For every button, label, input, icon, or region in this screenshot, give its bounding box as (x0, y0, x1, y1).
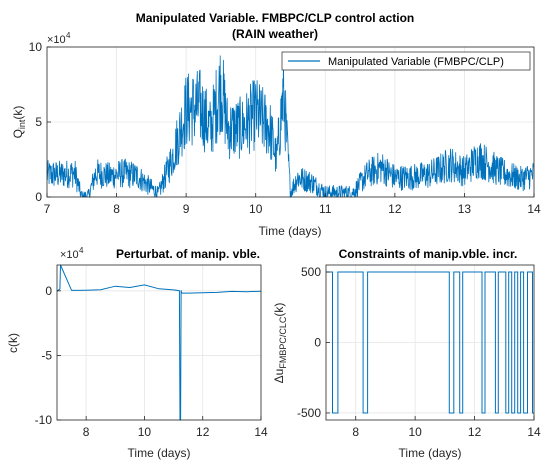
top-chart-exponent: 4 (66, 31, 71, 40)
bottom-right-chart-gridlines (326, 265, 535, 420)
x-tick-label: 14 (527, 202, 541, 216)
legend-box (281, 51, 531, 71)
bottom-right-chart-ylabel-sub: FMBPC/CLC (278, 316, 288, 369)
top-chart: Manipulated Variable. FMBPC/CLP control … (11, 11, 541, 238)
top-chart-ylabel: Qint(k) (11, 106, 27, 139)
bottom-right-chart: Constraints of manip.vble. incr. 8 10 12 14… (272, 247, 541, 460)
top-series-line (46, 51, 535, 199)
bottom-left-chart-x-ticks: 8 10 12 14 (83, 416, 268, 439)
bottom-left-chart-xlabel: Time (days) (128, 446, 191, 460)
x-tick-label: 8 (83, 425, 90, 439)
top-chart-exponent-base: ×10 (47, 34, 66, 46)
bottom-right-chart-ylabel-suffix: (k) (272, 303, 286, 317)
y-tick-label: -5 (41, 348, 52, 362)
y-tick-label: -10 (35, 413, 53, 427)
bottom-left-chart: Perturbat. of manip. vble. 8 10 12 14 -10 -5… (6, 246, 268, 460)
bottom-right-chart-ylabel: ΔuFMBPC/CLC(k) (272, 303, 288, 384)
x-tick-label: 14 (254, 425, 268, 439)
y-tick-label: -500 (297, 406, 321, 420)
x-tick-label: 7 (44, 202, 51, 216)
x-tick-label: 14 (527, 425, 541, 439)
x-tick-label: 10 (408, 425, 422, 439)
top-chart-ylabel-sub: int (17, 119, 27, 129)
top-chart-xlabel: Time (days) (259, 224, 322, 238)
bottom-left-chart-exponent: 4 (79, 246, 84, 255)
bottom-left-chart-gridlines (57, 265, 262, 421)
y-tick-label: 5 (35, 115, 42, 129)
top-chart-x-ticks: 7 8 9 10 11 12 13 14 (44, 193, 541, 216)
y-tick-label: 0 (35, 190, 42, 204)
bottom-left-series-line (56, 264, 262, 421)
x-tick-label: 11 (319, 202, 332, 216)
top-chart-title-line1: Manipulated Variable. FMBPC/CLP control … (136, 11, 414, 25)
top-chart-y-ticks: 0 5 10 (29, 40, 51, 204)
bottom-left-chart-title: Perturbat. of manip. vble. (116, 247, 260, 261)
x-tick-label: 12 (468, 425, 482, 439)
y-tick-label: 0 (314, 336, 321, 350)
bottom-left-chart-exponent-base: ×10 (60, 249, 79, 261)
top-chart-ylabel-suffix: (k) (11, 106, 25, 120)
x-tick-label: 8 (352, 425, 359, 439)
bottom-right-chart-y-ticks: -500 0 500 (297, 265, 330, 420)
bottom-right-chart-series (326, 271, 534, 414)
x-tick-label: 13 (458, 202, 472, 216)
bottom-right-chart-title: Constraints of manip.vble. incr. (339, 247, 518, 261)
bottom-left-chart-ylabel: c(k) (6, 333, 20, 353)
top-chart-ylabel-main: Q (11, 129, 25, 138)
x-tick-label: 9 (183, 202, 190, 216)
legend-entry: Manipulated Variable (FMBPC/CLP) (328, 56, 504, 68)
y-tick-label: 0 (45, 284, 52, 298)
bottom-right-series-line (326, 271, 534, 414)
bottom-right-chart-ylabel-main: Δu (272, 369, 286, 384)
top-chart-title-line2: (RAIN weather) (232, 27, 318, 41)
x-tick-label: 12 (388, 202, 402, 216)
top-chart-legend: Manipulated Variable (FMBPC/CLP) (281, 51, 531, 71)
x-tick-label: 12 (196, 425, 210, 439)
bottom-left-chart-series (56, 264, 262, 421)
x-tick-label: 10 (138, 425, 152, 439)
y-tick-label: 10 (29, 40, 43, 54)
x-tick-label: 8 (113, 202, 120, 216)
x-tick-label: 10 (249, 202, 263, 216)
y-tick-label: 500 (301, 265, 321, 279)
bottom-left-chart-plot-area (56, 264, 262, 421)
bottom-right-chart-x-ticks: 8 10 12 14 (352, 416, 541, 439)
top-chart-series (46, 51, 535, 199)
bottom-left-chart-y-ticks: -10 -5 0 (35, 284, 61, 427)
bottom-right-chart-xlabel: Time (days) (399, 446, 462, 460)
